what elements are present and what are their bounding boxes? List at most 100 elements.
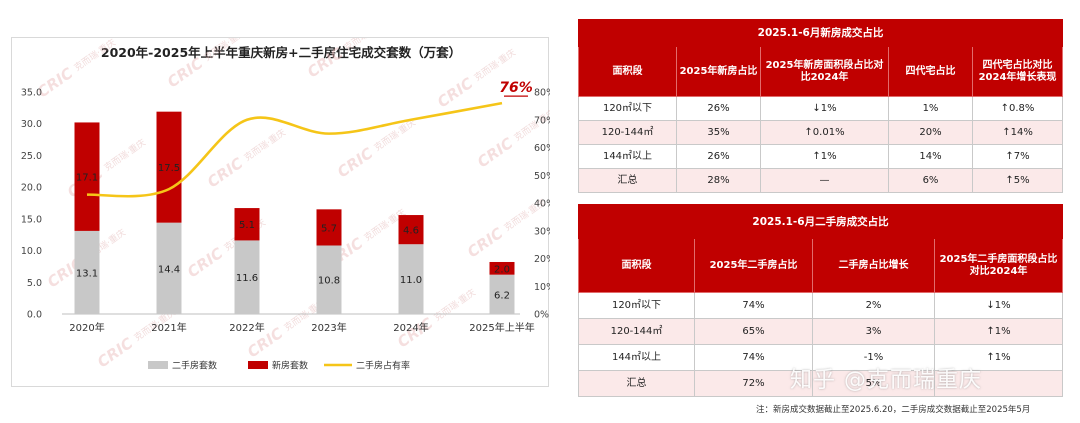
- stacked-bar-line-chart: 2020年-2025年上半年重庆新房+二手房住宅成交套数（万套） CRIC 克而瑞…: [21, 38, 550, 372]
- column-header: 二手房占比增长: [812, 238, 935, 293]
- table-cell: [934, 370, 1063, 397]
- table-cell: ↑14%: [971, 120, 1064, 145]
- bar-new-house: [316, 209, 342, 246]
- y-tick-label: 30.0: [21, 119, 42, 130]
- column-header: 四代宅占比对比2024年增长表现: [971, 46, 1064, 97]
- legend-label: 二手房占有率: [356, 360, 410, 372]
- table-cell: 120㎡以下: [578, 292, 695, 319]
- bar-new-house: [398, 215, 424, 245]
- y-tick-label: 0.0: [27, 310, 42, 321]
- bar-second-hand: [489, 274, 515, 314]
- legend-swatch: [248, 361, 268, 369]
- table-cell: 汇总: [578, 370, 695, 397]
- table-cell: 120-144㎡: [578, 318, 695, 345]
- table-cell: 26%: [676, 144, 761, 169]
- table-cell: 72%: [694, 370, 813, 397]
- table-row: 120㎡以下 26% ↓1% 1% ↑0.8%: [578, 96, 1064, 121]
- y2-tick-label: 70%: [534, 115, 550, 126]
- table-cell: 74%: [694, 292, 813, 319]
- bar-second-hand: [234, 240, 260, 314]
- y-tick-label: 35.0: [21, 88, 42, 99]
- table-cell: 120㎡以下: [578, 96, 677, 121]
- y-tick-label: 20.0: [21, 183, 42, 194]
- y-tick-label: 25.0: [21, 151, 42, 162]
- footnote: 注：新房成交数据截止至2025.6.20，二手房成交数据截止至2025年5月: [756, 405, 1031, 415]
- x-tick-label: 2020年: [69, 321, 104, 334]
- x-tick-label: 2022年: [229, 321, 264, 334]
- column-header: 2025年二手房占比: [694, 238, 813, 293]
- legend-label: 二手房套数: [172, 360, 217, 372]
- data-label-new-house: 4.6: [403, 226, 419, 237]
- y-tick-label: 10.0: [21, 246, 42, 257]
- bar-new-house: [489, 261, 515, 275]
- x-tick-label: 2023年: [311, 321, 346, 334]
- data-label-second-hand: 10.8: [318, 276, 340, 287]
- y2-tick-label: 30%: [534, 226, 550, 237]
- cric-logo-watermark-cn: 克而瑞·重庆: [432, 286, 478, 323]
- table-cell: 6%: [888, 168, 973, 193]
- cric-logo-watermark: CRIC: [474, 134, 516, 171]
- bar-new-house: [74, 122, 100, 231]
- table-row: 汇总 72% 5%: [578, 370, 1063, 397]
- chart-title: 2020年-2025年上半年重庆新房+二手房住宅成交套数（万套）: [101, 45, 461, 60]
- table-cell: ↓1%: [934, 292, 1063, 319]
- bar-second-hand: [156, 222, 182, 314]
- column-header: 面积段: [578, 46, 677, 97]
- table-cell: 20%: [888, 120, 973, 145]
- bar-second-hand: [398, 244, 424, 314]
- legend-label: 新房套数: [272, 360, 308, 372]
- x-tick-label: 2025年上半年: [469, 321, 534, 334]
- y2-tick-label: 40%: [534, 199, 550, 210]
- data-label-second-hand: 13.1: [76, 268, 98, 279]
- bar-second-hand: [74, 230, 100, 314]
- x-tick-label: 2021年: [151, 321, 186, 334]
- y2-tick-label: 50%: [534, 171, 550, 182]
- table-cell: 3%: [812, 318, 935, 345]
- table-cell: 35%: [676, 120, 761, 145]
- table-row: 144㎡以上 74% -1% ↑1%: [578, 344, 1063, 371]
- data-label-new-house: 2.0: [494, 264, 510, 275]
- data-label-new-house: 5.1: [239, 220, 255, 231]
- column-header: 2025年二手房面积段占比对比2024年: [934, 238, 1063, 293]
- highlight-label: 76%: [499, 80, 533, 96]
- table-cell: 144㎡以上: [578, 144, 677, 169]
- y2-tick-label: 20%: [534, 254, 550, 265]
- y2-tick-label: 80%: [534, 88, 550, 99]
- share-line: [86, 101, 503, 198]
- table-cell: 2%: [812, 292, 935, 319]
- x-tick-label: 2024年: [393, 321, 428, 334]
- table-cell: ↑1%: [934, 318, 1063, 345]
- cric-watermark-layer: CRIC克而瑞·重庆CRIC克而瑞·重庆CRIC克而瑞·重庆CRIC克而瑞·重庆…: [34, 38, 550, 371]
- table-cell: 120-144㎡: [578, 120, 677, 145]
- table-cell: 1%: [888, 96, 973, 121]
- table-cell: ↑7%: [971, 144, 1064, 169]
- cric-logo-watermark: CRIC: [204, 154, 246, 191]
- data-label-new-house: 17.1: [76, 173, 98, 184]
- table-cell: ↑1%: [760, 144, 889, 169]
- table-cell: ↑0.01%: [760, 120, 889, 145]
- column-header: 四代宅占比: [888, 46, 973, 97]
- table-row: 汇总 28% —6% ↑5%: [578, 168, 1064, 193]
- zhihu-watermark: 知乎 @克而瑞重庆: [790, 368, 982, 393]
- chart-panel: 2020年-2025年上半年重庆新房+二手房住宅成交套数（万套） CRIC 克而瑞…: [11, 37, 550, 387]
- table-cell: ↑1%: [934, 344, 1063, 371]
- table-cell: 5%: [812, 370, 935, 397]
- bar-new-house: [234, 208, 260, 241]
- cric-logo-watermark: CRIC: [464, 224, 506, 261]
- cric-logo-watermark: CRIC: [94, 334, 136, 371]
- legend-swatch: [148, 361, 168, 369]
- table-row: 120-144㎡ 35% ↑0.01% 20% ↑14%: [578, 120, 1064, 145]
- table-cell: ↓1%: [760, 96, 889, 121]
- table-cell: 26%: [676, 96, 761, 121]
- new-house-share-table: 2025.1-6月新房成交占比 面积段 2025年新房占比 2025年新房面积段占比对…: [577, 19, 1064, 193]
- column-header: 面积段: [578, 238, 695, 293]
- data-label-new-house: 17.5: [158, 163, 180, 174]
- table-row: 120㎡以下 74% 2% ↓1%: [578, 292, 1063, 319]
- table-title: 2025.1-6月二手房成交占比: [578, 204, 1063, 239]
- data-label-second-hand: 14.4: [158, 264, 180, 275]
- cric-logo-watermark-cn: 克而瑞·重庆: [102, 136, 148, 173]
- cric-logo-watermark: CRIC: [334, 144, 376, 181]
- data-label-new-house: 5.7: [321, 223, 337, 234]
- y2-tick-label: 0%: [534, 310, 549, 321]
- table-cell: 14%: [888, 144, 973, 169]
